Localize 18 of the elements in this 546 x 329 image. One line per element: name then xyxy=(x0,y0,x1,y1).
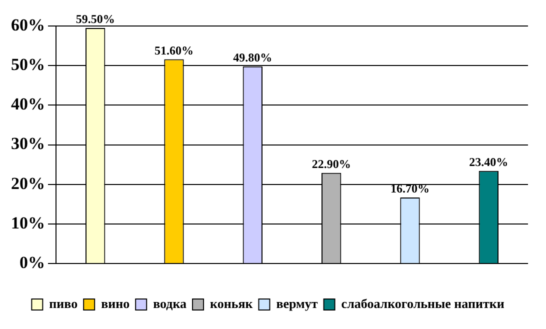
text: 59.50% xyxy=(76,12,115,26)
text: 22.90% xyxy=(312,157,351,172)
y-tick-label: 30% xyxy=(11,134,45,154)
y-tick-label: 60% xyxy=(11,15,45,34)
legend-label: вермут xyxy=(276,296,318,311)
y-tick-label: 40% xyxy=(11,94,45,114)
y-tick-label: 0% xyxy=(20,252,45,272)
y-tick-label: 10% xyxy=(11,213,45,232)
y-tick-label: 20% xyxy=(11,174,45,193)
legend-label: слабоалкогольные напитки xyxy=(341,296,505,311)
y-tick-label: 50% xyxy=(11,54,45,74)
legend-label: пиво xyxy=(49,296,78,311)
legend-label: вино xyxy=(101,296,130,311)
text: 51.60% xyxy=(154,43,194,58)
text: 49.80% xyxy=(233,50,272,64)
text: 23.40% xyxy=(469,155,508,170)
legend-label: коньяк xyxy=(210,296,254,311)
legend-label: водка xyxy=(153,296,188,311)
